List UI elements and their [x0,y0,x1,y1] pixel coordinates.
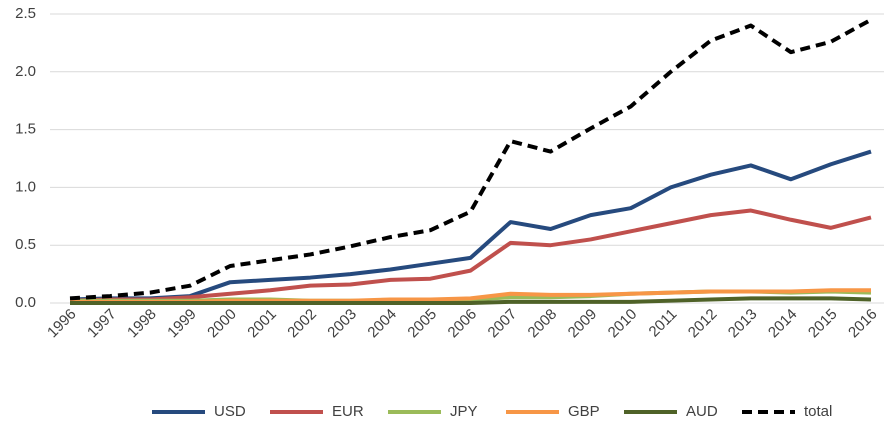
series-line [69,208,872,303]
y-tick-label: 2.0 [15,63,36,80]
x-tick-label: 1997 [84,306,120,342]
x-tick-label: 2007 [485,306,521,342]
x-tick-label: 2014 [765,306,801,342]
x-tick-label: 2015 [805,306,841,342]
y-tick-label: 1.0 [15,178,36,195]
series-line [70,296,872,305]
x-tick-label: 1998 [124,306,160,342]
x-tick-label: 1999 [164,306,200,342]
x-tick-label: 2003 [324,306,360,342]
legend-label: AUD [686,403,718,420]
x-tick-label: 2008 [525,306,561,342]
x-tick-label: 2005 [404,306,440,342]
legend-label: GBP [568,403,600,420]
y-tick-label: 0.0 [15,294,36,311]
x-tick-label: 2011 [646,306,681,341]
legend-label: total [804,403,832,420]
x-tick-label: 2009 [565,306,601,342]
x-tick-label: 1996 [44,306,80,342]
series-line [69,149,872,302]
x-tick-label: 2006 [445,306,481,342]
x-tick-label: 2012 [685,306,721,342]
x-tick-label: 2000 [204,306,240,342]
x-tick-label: 2002 [284,306,320,342]
y-tick-label: 0.5 [15,236,36,253]
x-tick-label: 2010 [605,306,641,342]
x-tick-label: 2001 [244,306,280,342]
y-tick-label: 2.5 [15,5,36,22]
x-tick-label: 2016 [845,306,881,342]
y-tick-label: 1.5 [15,121,36,138]
series-line [69,18,872,301]
legend-label: USD [214,403,246,420]
x-tick-label: 2004 [364,306,400,342]
x-tick-label: 2013 [725,306,761,342]
legend-label: EUR [332,403,364,420]
legend-label: JPY [450,403,478,420]
